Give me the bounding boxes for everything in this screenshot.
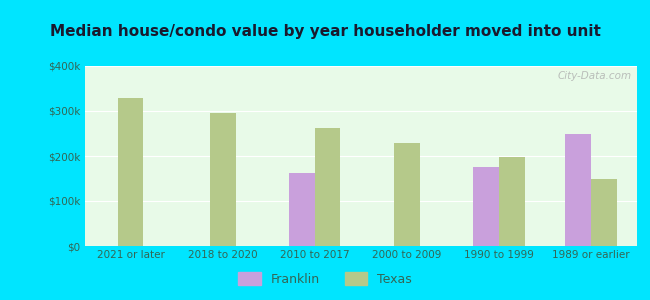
Bar (591, 178, 617, 246)
Text: Median house/condo value by year householder moved into unit: Median house/condo value by year househo… (49, 24, 601, 39)
Bar (289, 172, 315, 246)
Bar (394, 143, 420, 246)
Bar (566, 134, 591, 246)
Bar (473, 167, 499, 246)
Text: City-Data.com: City-Data.com (557, 71, 632, 81)
Bar (210, 113, 235, 246)
Bar (499, 157, 525, 246)
Bar (118, 98, 144, 246)
Legend: Franklin, Texas: Franklin, Texas (233, 267, 417, 291)
Bar (315, 128, 341, 246)
